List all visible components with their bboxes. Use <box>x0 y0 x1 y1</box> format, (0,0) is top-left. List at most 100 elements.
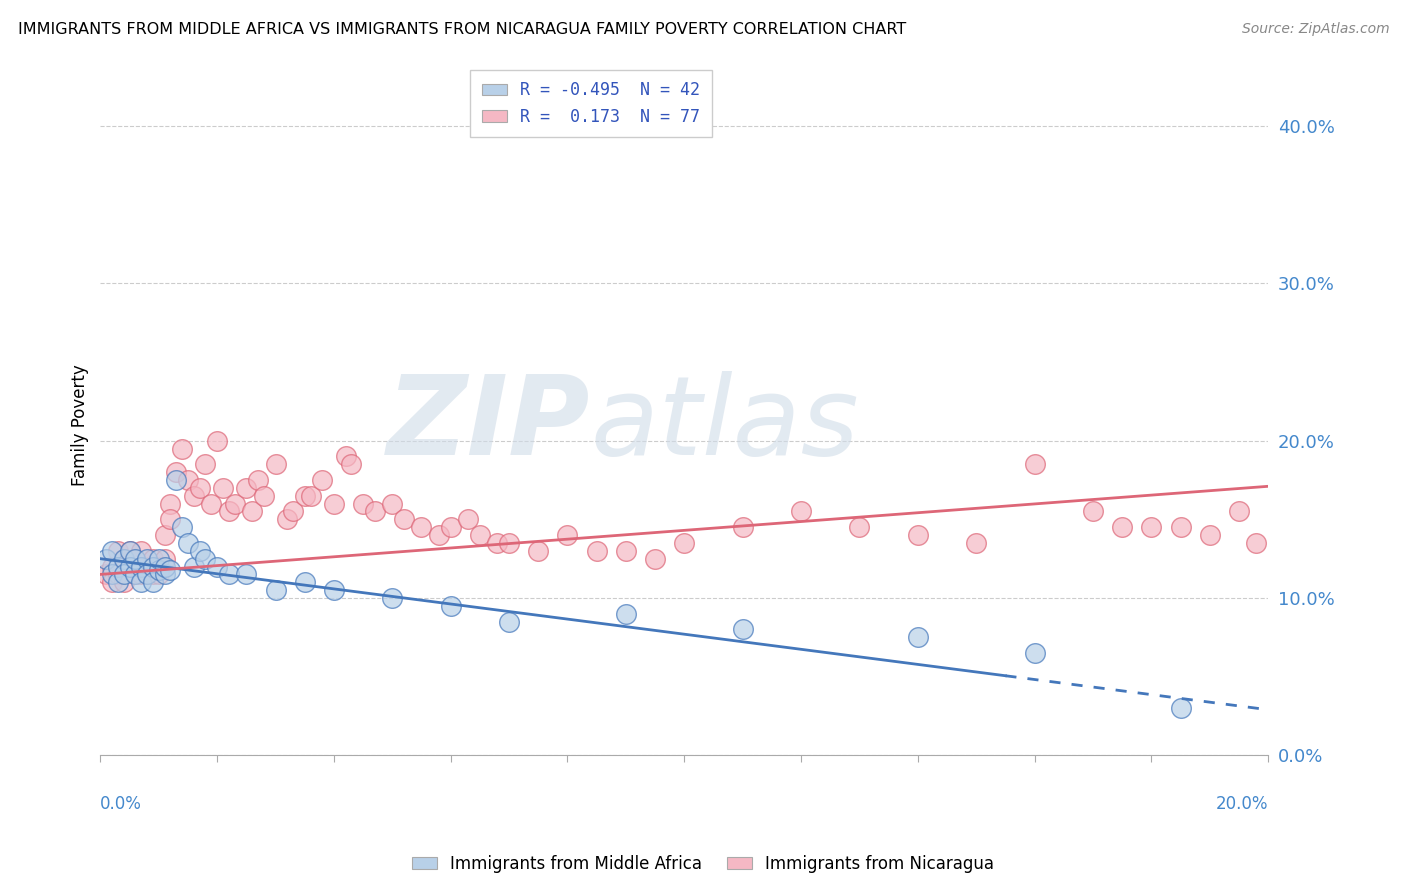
Point <box>240 504 263 518</box>
Point <box>136 567 159 582</box>
Point <box>486 536 509 550</box>
Point <box>276 512 298 526</box>
Point <box>112 567 135 582</box>
Point <box>848 520 870 534</box>
Point <box>335 450 357 464</box>
Point <box>440 599 463 613</box>
Point <box>205 559 228 574</box>
Point <box>107 567 129 582</box>
Point <box>183 559 205 574</box>
Point <box>96 551 118 566</box>
Point <box>159 563 181 577</box>
Point <box>101 567 124 582</box>
Point <box>224 497 246 511</box>
Point <box>205 434 228 448</box>
Point <box>96 567 118 582</box>
Point <box>322 497 344 511</box>
Point <box>101 559 124 574</box>
Point <box>194 551 217 566</box>
Text: atlas: atlas <box>591 371 859 478</box>
Text: ZIP: ZIP <box>387 371 591 478</box>
Point <box>322 583 344 598</box>
Point <box>585 543 607 558</box>
Point <box>124 551 146 566</box>
Point <box>183 489 205 503</box>
Point <box>107 559 129 574</box>
Point <box>142 551 165 566</box>
Point <box>172 520 194 534</box>
Point <box>148 559 170 574</box>
Point <box>142 575 165 590</box>
Point <box>129 567 152 582</box>
Point <box>159 512 181 526</box>
Point <box>907 528 929 542</box>
Point <box>235 567 257 582</box>
Point <box>124 551 146 566</box>
Point <box>281 504 304 518</box>
Point <box>118 559 141 574</box>
Point <box>212 481 235 495</box>
Point <box>381 497 404 511</box>
Point <box>1140 520 1163 534</box>
Y-axis label: Family Poverty: Family Poverty <box>72 364 89 486</box>
Point <box>107 575 129 590</box>
Point <box>731 623 754 637</box>
Point <box>148 563 170 577</box>
Point <box>112 551 135 566</box>
Point <box>498 536 520 550</box>
Point <box>153 528 176 542</box>
Point <box>614 607 637 621</box>
Point <box>165 465 187 479</box>
Text: Source: ZipAtlas.com: Source: ZipAtlas.com <box>1241 22 1389 37</box>
Point <box>200 497 222 511</box>
Point <box>1024 457 1046 471</box>
Point <box>218 504 240 518</box>
Point <box>311 473 333 487</box>
Point <box>673 536 696 550</box>
Point <box>159 497 181 511</box>
Point <box>253 489 276 503</box>
Point <box>148 567 170 582</box>
Point <box>107 543 129 558</box>
Point <box>188 481 211 495</box>
Point <box>427 528 450 542</box>
Point <box>965 536 987 550</box>
Point <box>907 631 929 645</box>
Point <box>218 567 240 582</box>
Point <box>411 520 433 534</box>
Point <box>1246 536 1268 550</box>
Point <box>457 512 479 526</box>
Point <box>165 473 187 487</box>
Point <box>136 567 159 582</box>
Point <box>129 575 152 590</box>
Point <box>172 442 194 456</box>
Legend: R = -0.495  N = 42, R =  0.173  N = 77: R = -0.495 N = 42, R = 0.173 N = 77 <box>470 70 711 137</box>
Point <box>153 551 176 566</box>
Point <box>381 591 404 605</box>
Point <box>129 559 152 574</box>
Point <box>294 575 316 590</box>
Point <box>1227 504 1250 518</box>
Point <box>118 543 141 558</box>
Point <box>731 520 754 534</box>
Point <box>194 457 217 471</box>
Point <box>142 567 165 582</box>
Point <box>124 567 146 582</box>
Point <box>340 457 363 471</box>
Legend: Immigrants from Middle Africa, Immigrants from Nicaragua: Immigrants from Middle Africa, Immigrant… <box>405 848 1001 880</box>
Point <box>299 489 322 503</box>
Point <box>614 543 637 558</box>
Point <box>468 528 491 542</box>
Point <box>1170 520 1192 534</box>
Point <box>118 559 141 574</box>
Point <box>124 567 146 582</box>
Point <box>136 551 159 566</box>
Point <box>440 520 463 534</box>
Point <box>153 567 176 582</box>
Point <box>177 473 200 487</box>
Text: 0.0%: 0.0% <box>100 795 142 813</box>
Point <box>188 543 211 558</box>
Point <box>392 512 415 526</box>
Point <box>790 504 813 518</box>
Point <box>557 528 579 542</box>
